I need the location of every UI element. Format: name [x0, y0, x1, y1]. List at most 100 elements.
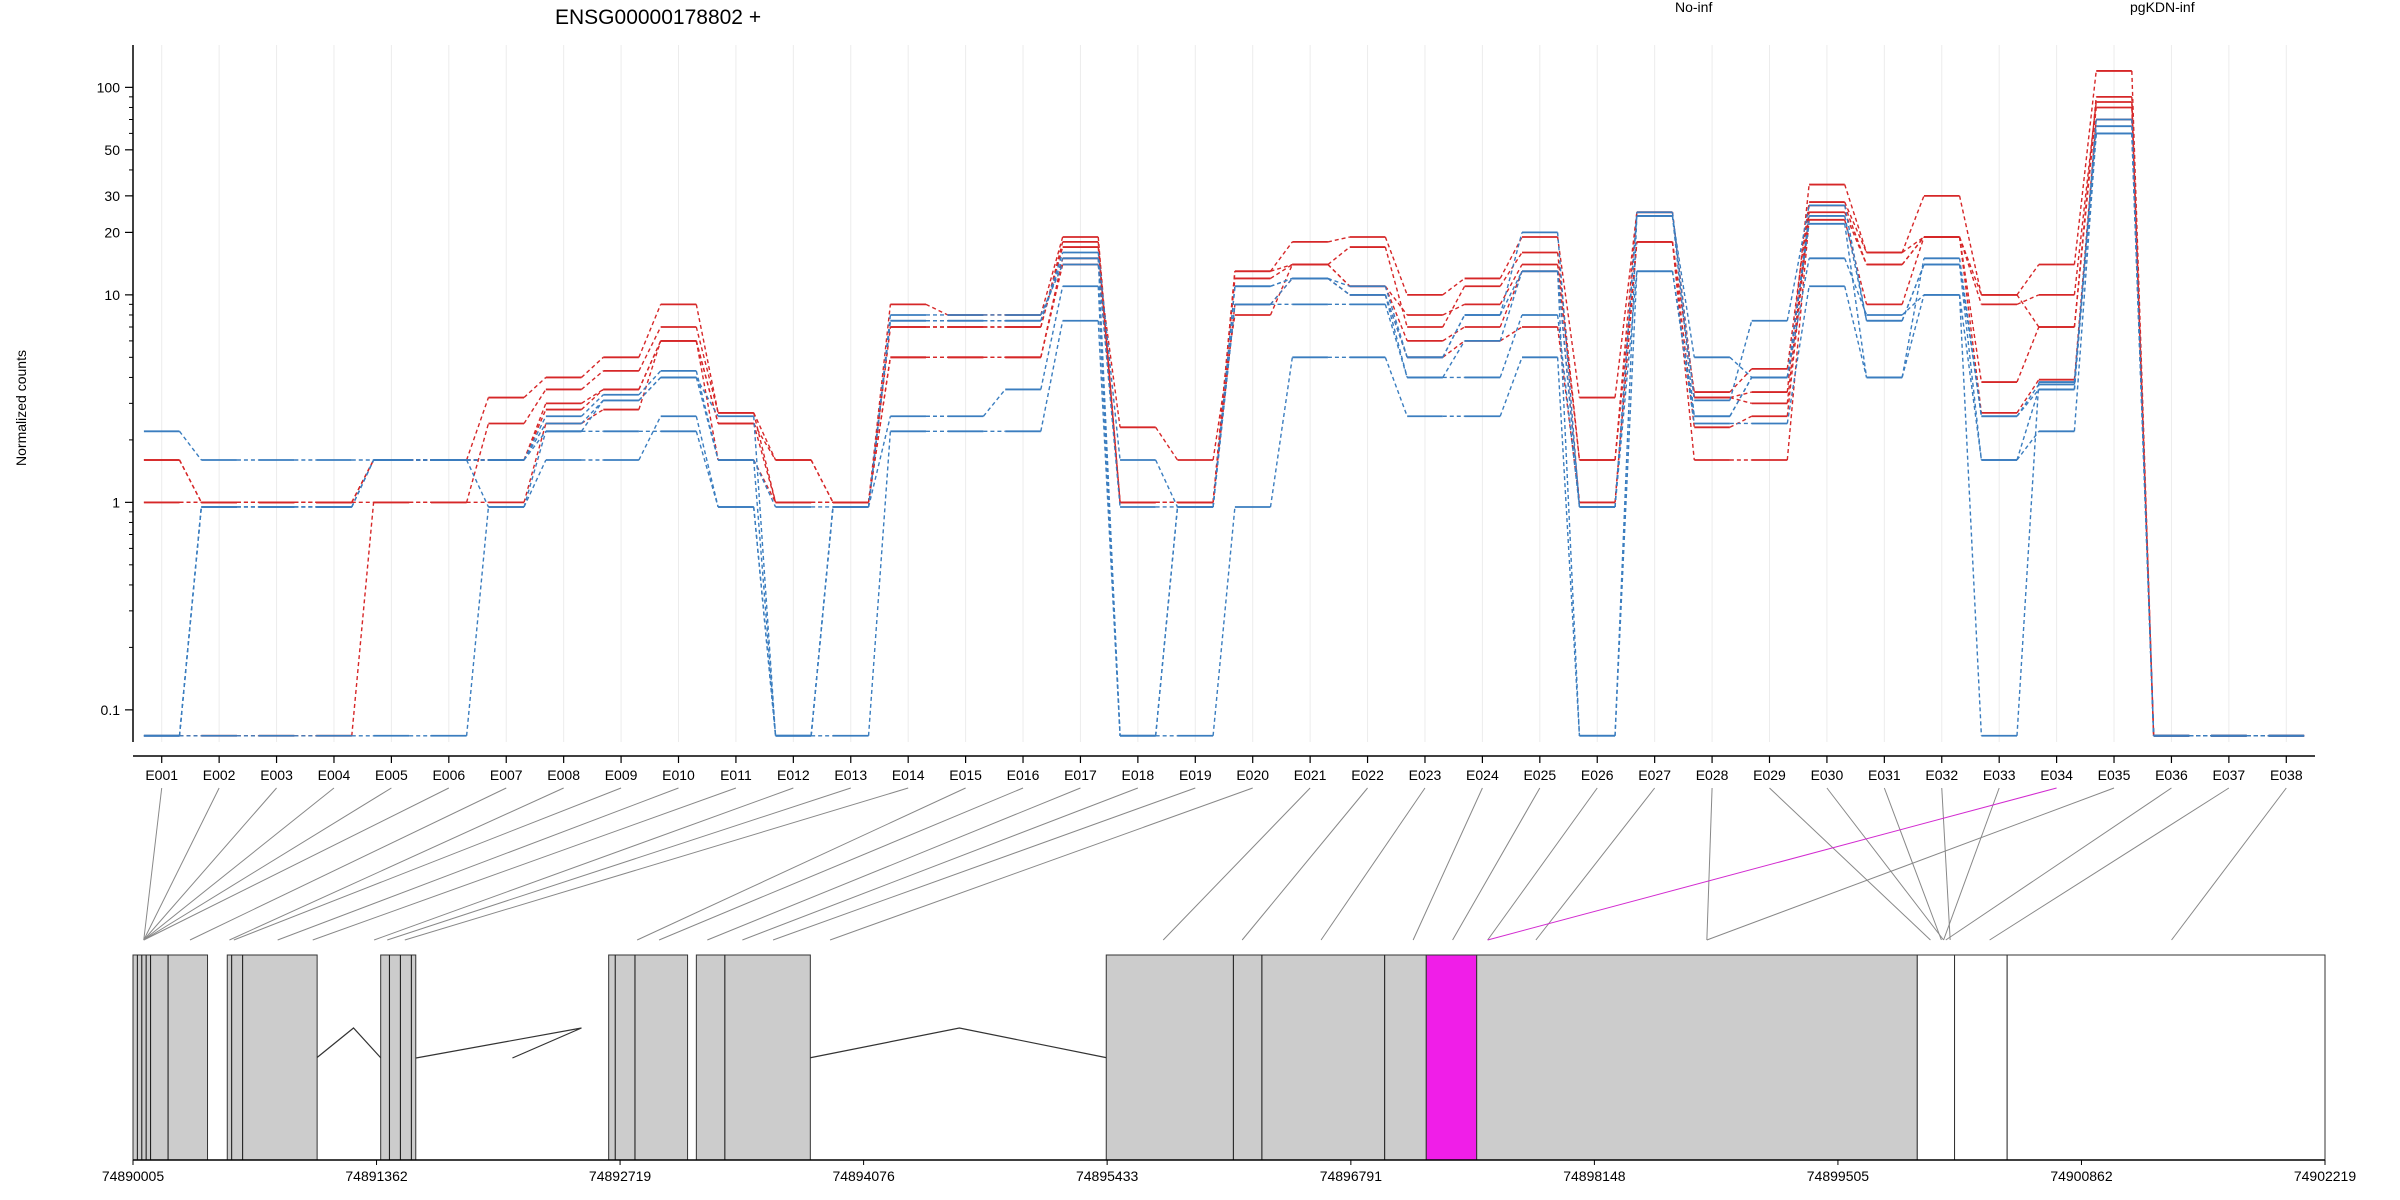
- exon-connector: [1769, 787, 1931, 941]
- series-connector: [1442, 314, 1466, 358]
- series-connector: [1958, 195, 1983, 296]
- genomic-tick-label: 74902219: [2294, 1168, 2357, 1184]
- series-connector: [1040, 252, 1064, 321]
- x-tick-label: E034: [2040, 767, 2073, 783]
- exon-connector: [1945, 787, 2172, 941]
- series-connector: [523, 403, 547, 461]
- intron-line: [808, 1027, 1109, 1059]
- exon-connector: [829, 787, 1253, 941]
- series-connector: [1499, 270, 1523, 316]
- series-connector: [810, 459, 834, 503]
- legend-entry-pgkdn-inf: pgKDN-inf: [2130, 0, 2195, 15]
- x-tick-label: E036: [2155, 767, 2188, 783]
- series-connector: [1097, 258, 1121, 736]
- series-connector: [1671, 271, 1695, 417]
- x-tick-label: E031: [1868, 767, 1901, 783]
- series-connector: [1212, 271, 1236, 503]
- exon-connector: [277, 787, 679, 941]
- series-connector: [1786, 212, 1810, 417]
- series-connector: [2016, 326, 2040, 383]
- series-connector: [523, 431, 547, 508]
- series-connector: [1040, 236, 1064, 316]
- series-connector: [1844, 205, 1868, 321]
- series-connector: [1442, 277, 1466, 296]
- exon-connector: [658, 787, 1024, 941]
- series-connector: [1270, 263, 1293, 272]
- y-tick-label: 10: [104, 287, 120, 303]
- series-connector: [523, 430, 547, 461]
- exon-connector: [189, 787, 507, 941]
- series-connector: [753, 412, 777, 461]
- series-connector: [2073, 133, 2097, 432]
- x-tick-label: E032: [1925, 767, 1958, 783]
- genomic-tick-label: 74890005: [102, 1168, 165, 1184]
- exon-connector: [143, 787, 392, 941]
- series-connector: [1269, 241, 1293, 272]
- series-connector: [638, 340, 662, 410]
- series-connector: [1040, 258, 1064, 322]
- series-connector: [1384, 286, 1408, 358]
- series-connector: [2016, 384, 2040, 417]
- exon-block: [132, 954, 209, 1161]
- grid-lines: [161, 45, 2287, 742]
- series-connector: [351, 459, 375, 508]
- series-connector: [2016, 389, 2040, 461]
- y-tick-label: 100: [97, 79, 121, 95]
- series-connector: [753, 412, 777, 503]
- exon-connector: [742, 787, 1139, 941]
- exon-connector: [143, 787, 335, 941]
- series-connector: [1499, 326, 1523, 342]
- x-tick-label: E016: [1007, 767, 1040, 783]
- series-connector: [1269, 277, 1293, 305]
- exon-connector: [1883, 787, 1942, 941]
- highlighted-exon-block: [1425, 954, 1478, 1161]
- x-tick-label: E021: [1294, 767, 1327, 783]
- series-connector: [695, 431, 719, 508]
- y-axis-label: Normalized counts: [13, 350, 29, 466]
- series-connector: [580, 399, 604, 424]
- y-tick-label: 50: [104, 142, 120, 158]
- series-connector: [1040, 258, 1064, 358]
- series-connector: [2016, 379, 2040, 414]
- x-tick-label: E005: [375, 767, 408, 783]
- series-connector: [638, 340, 662, 390]
- series-connector: [1040, 264, 1064, 316]
- chart-title: ENSG00000178802 +: [555, 6, 761, 29]
- genomic-tick-label: 74894076: [832, 1168, 895, 1184]
- series-connector: [638, 370, 662, 396]
- series-connector: [695, 326, 719, 414]
- series-connector: [523, 423, 547, 461]
- x-tick-label: E023: [1409, 767, 1442, 783]
- series-connector: [1671, 271, 1695, 424]
- series-connector: [1327, 246, 1351, 266]
- series-no-inf: [143, 118, 2305, 737]
- exon-connector: [143, 787, 450, 941]
- series-connector: [2131, 133, 2155, 736]
- series-connector: [1671, 215, 1695, 358]
- x-tick-label: E015: [949, 767, 982, 783]
- series-connector: [1327, 277, 1350, 287]
- series-connector: [2016, 264, 2040, 296]
- exon-connector: [1706, 787, 2115, 941]
- exon-connector: [2171, 787, 2287, 941]
- series-connector: [1040, 286, 1064, 390]
- series-connector: [695, 377, 719, 461]
- genomic-position-axis: 74890005 74891362 74892719 74894076 74895433…: [102, 1159, 2357, 1184]
- series-connector: [1384, 294, 1408, 378]
- y-tick-label: 1: [112, 494, 120, 510]
- series-connector: [1499, 271, 1523, 342]
- exon-connector: [229, 787, 564, 941]
- exon-connector: [1826, 787, 1944, 941]
- series-connector: [1901, 294, 1925, 316]
- x-tick-label: E014: [892, 767, 925, 783]
- series-connector: [1729, 415, 1753, 428]
- x-tick-label: E018: [1122, 767, 1155, 783]
- intron-line: [316, 1027, 382, 1059]
- series-connector: [1097, 264, 1121, 508]
- exon-connector: [1487, 787, 1598, 941]
- series-connector: [1671, 215, 1695, 417]
- series-connector: [1958, 264, 1983, 461]
- series-connector: [178, 430, 202, 461]
- series-connector: [465, 459, 490, 508]
